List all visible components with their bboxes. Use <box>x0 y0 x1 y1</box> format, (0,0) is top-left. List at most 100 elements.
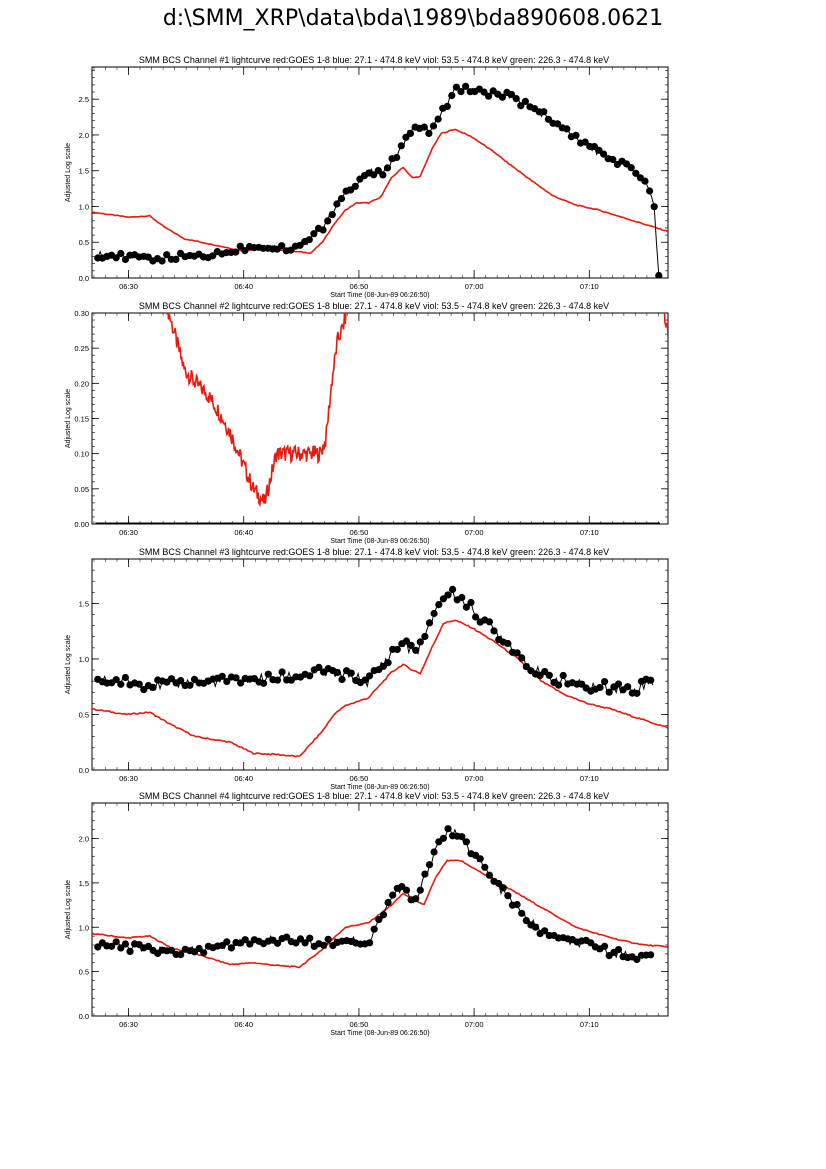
bcs-data-point <box>310 230 318 238</box>
bcs-data-point <box>495 879 503 888</box>
bcs-data-point <box>301 939 309 947</box>
bcs-data-point <box>337 195 346 203</box>
bcs-data-point <box>278 668 286 676</box>
x-tick-label: 06:50 <box>350 528 369 537</box>
bcs-data-point <box>241 936 249 944</box>
bcs-data-point <box>366 939 374 947</box>
bcs-data-point <box>121 940 129 948</box>
y-tick-label: 1.5 <box>79 599 89 608</box>
bcs-data-point <box>472 613 480 621</box>
bcs-data-point <box>320 941 328 949</box>
goes-series-line <box>92 619 668 758</box>
bcs-data-point <box>112 676 120 684</box>
bcs-data-point <box>384 659 392 667</box>
bcs-data-point <box>177 951 185 959</box>
bcs-data-point <box>430 848 438 856</box>
bcs-data-point <box>195 944 203 953</box>
bcs-data-point <box>627 164 635 172</box>
x-tick-label: 07:00 <box>465 1020 484 1029</box>
x-tick-label: 06:40 <box>234 1020 253 1029</box>
bcs-data-point <box>430 609 438 618</box>
y-tick-label: 1.5 <box>79 879 89 888</box>
bcs-data-point <box>572 131 580 139</box>
bcs-data-point <box>647 676 655 684</box>
y-tick-label: 1.0 <box>79 655 89 664</box>
bcs-data-point <box>379 171 387 179</box>
bcs-data-point <box>518 909 526 917</box>
bcs-data-point <box>402 637 411 645</box>
bcs-data-point <box>218 672 226 680</box>
goes-series-line <box>92 128 668 255</box>
bcs-data-point <box>605 688 613 696</box>
y-axis-label: Adjusted Log scale <box>65 880 72 939</box>
bcs-data-point <box>306 672 314 680</box>
bcs-data-point <box>366 672 374 680</box>
bcs-data-point <box>485 871 493 879</box>
bcs-data-point <box>94 943 102 951</box>
plot-area <box>95 313 668 524</box>
bcs-data-point <box>283 933 291 941</box>
bcs-data-point <box>383 164 392 172</box>
bcs-data-point <box>117 249 125 258</box>
bcs-data-point <box>581 138 589 146</box>
page-title: d:\SMM_XRP\data\bda\1989\bda890608.0621 <box>162 6 664 31</box>
bcs-data-point <box>540 108 548 116</box>
bcs-data-point <box>559 671 567 680</box>
bcs-data-point <box>452 83 460 91</box>
y-tick-label: 1.0 <box>79 923 89 932</box>
bcs-data-point <box>389 891 397 899</box>
bcs-data-point <box>351 182 359 190</box>
bcs-data-point <box>167 946 176 954</box>
y-tick-label: 1.5 <box>79 167 89 176</box>
bcs-data-point <box>108 942 116 950</box>
y-tick-label: 2.0 <box>79 131 89 140</box>
bcs-data-point <box>467 598 475 607</box>
x-tick-label: 06:40 <box>234 282 253 291</box>
y-tick-label: 0.5 <box>79 968 89 977</box>
chart-panel-1: SMM BCS Channel #1 lightcurve red:GOES 1… <box>65 55 669 299</box>
bcs-data-point <box>563 125 571 133</box>
bcs-data-point <box>425 129 433 137</box>
bcs-data-point <box>338 675 346 684</box>
bcs-data-point <box>449 585 457 594</box>
bcs-data-point <box>333 200 341 208</box>
x-axis-label: Start Time (08-Jun-89 06:26:50) <box>330 1030 429 1037</box>
bcs-data-point <box>379 911 388 919</box>
bcs-data-point <box>407 641 415 649</box>
bcs-data-point <box>416 638 424 646</box>
y-tick-label: 0.0 <box>79 1012 89 1021</box>
x-tick-label: 06:30 <box>119 774 138 783</box>
x-tick-label: 06:40 <box>234 774 253 783</box>
chart-title: SMM BCS Channel #3 lightcurve red:GOES 1… <box>139 547 609 557</box>
bcs-data-point <box>545 671 553 679</box>
bcs-data-point <box>237 679 245 687</box>
bcs-data-point <box>223 677 231 686</box>
bcs-data-point <box>397 142 405 150</box>
x-tick-label: 07:10 <box>580 282 599 291</box>
bcs-data-point <box>135 680 143 688</box>
bcs-data-point <box>444 825 452 833</box>
bcs-data-point <box>513 900 521 909</box>
bcs-data-point <box>246 940 254 948</box>
bcs-data-point <box>232 248 240 256</box>
x-tick-label: 07:00 <box>465 528 484 537</box>
bcs-data-point <box>384 898 392 907</box>
bcs-data-point <box>402 886 411 894</box>
bcs-data-point <box>499 884 507 892</box>
y-tick-label: 0.10 <box>74 450 89 459</box>
bcs-data-point <box>393 153 401 162</box>
bcs-data-point <box>485 92 493 100</box>
y-tick-label: 0.5 <box>79 238 89 247</box>
bcs-series-line <box>97 85 660 276</box>
bcs-data-point <box>601 942 609 950</box>
bcs-data-point <box>513 649 521 657</box>
bcs-data-point <box>416 886 424 894</box>
bcs-data-point <box>481 863 489 871</box>
x-tick-label: 06:50 <box>350 774 369 783</box>
bcs-data-point <box>508 90 516 99</box>
x-tick-label: 06:50 <box>350 1020 369 1029</box>
bcs-data-point <box>126 947 134 956</box>
bcs-data-point <box>186 681 194 689</box>
bcs-data-point <box>600 150 608 158</box>
bcs-data-point <box>324 217 332 225</box>
